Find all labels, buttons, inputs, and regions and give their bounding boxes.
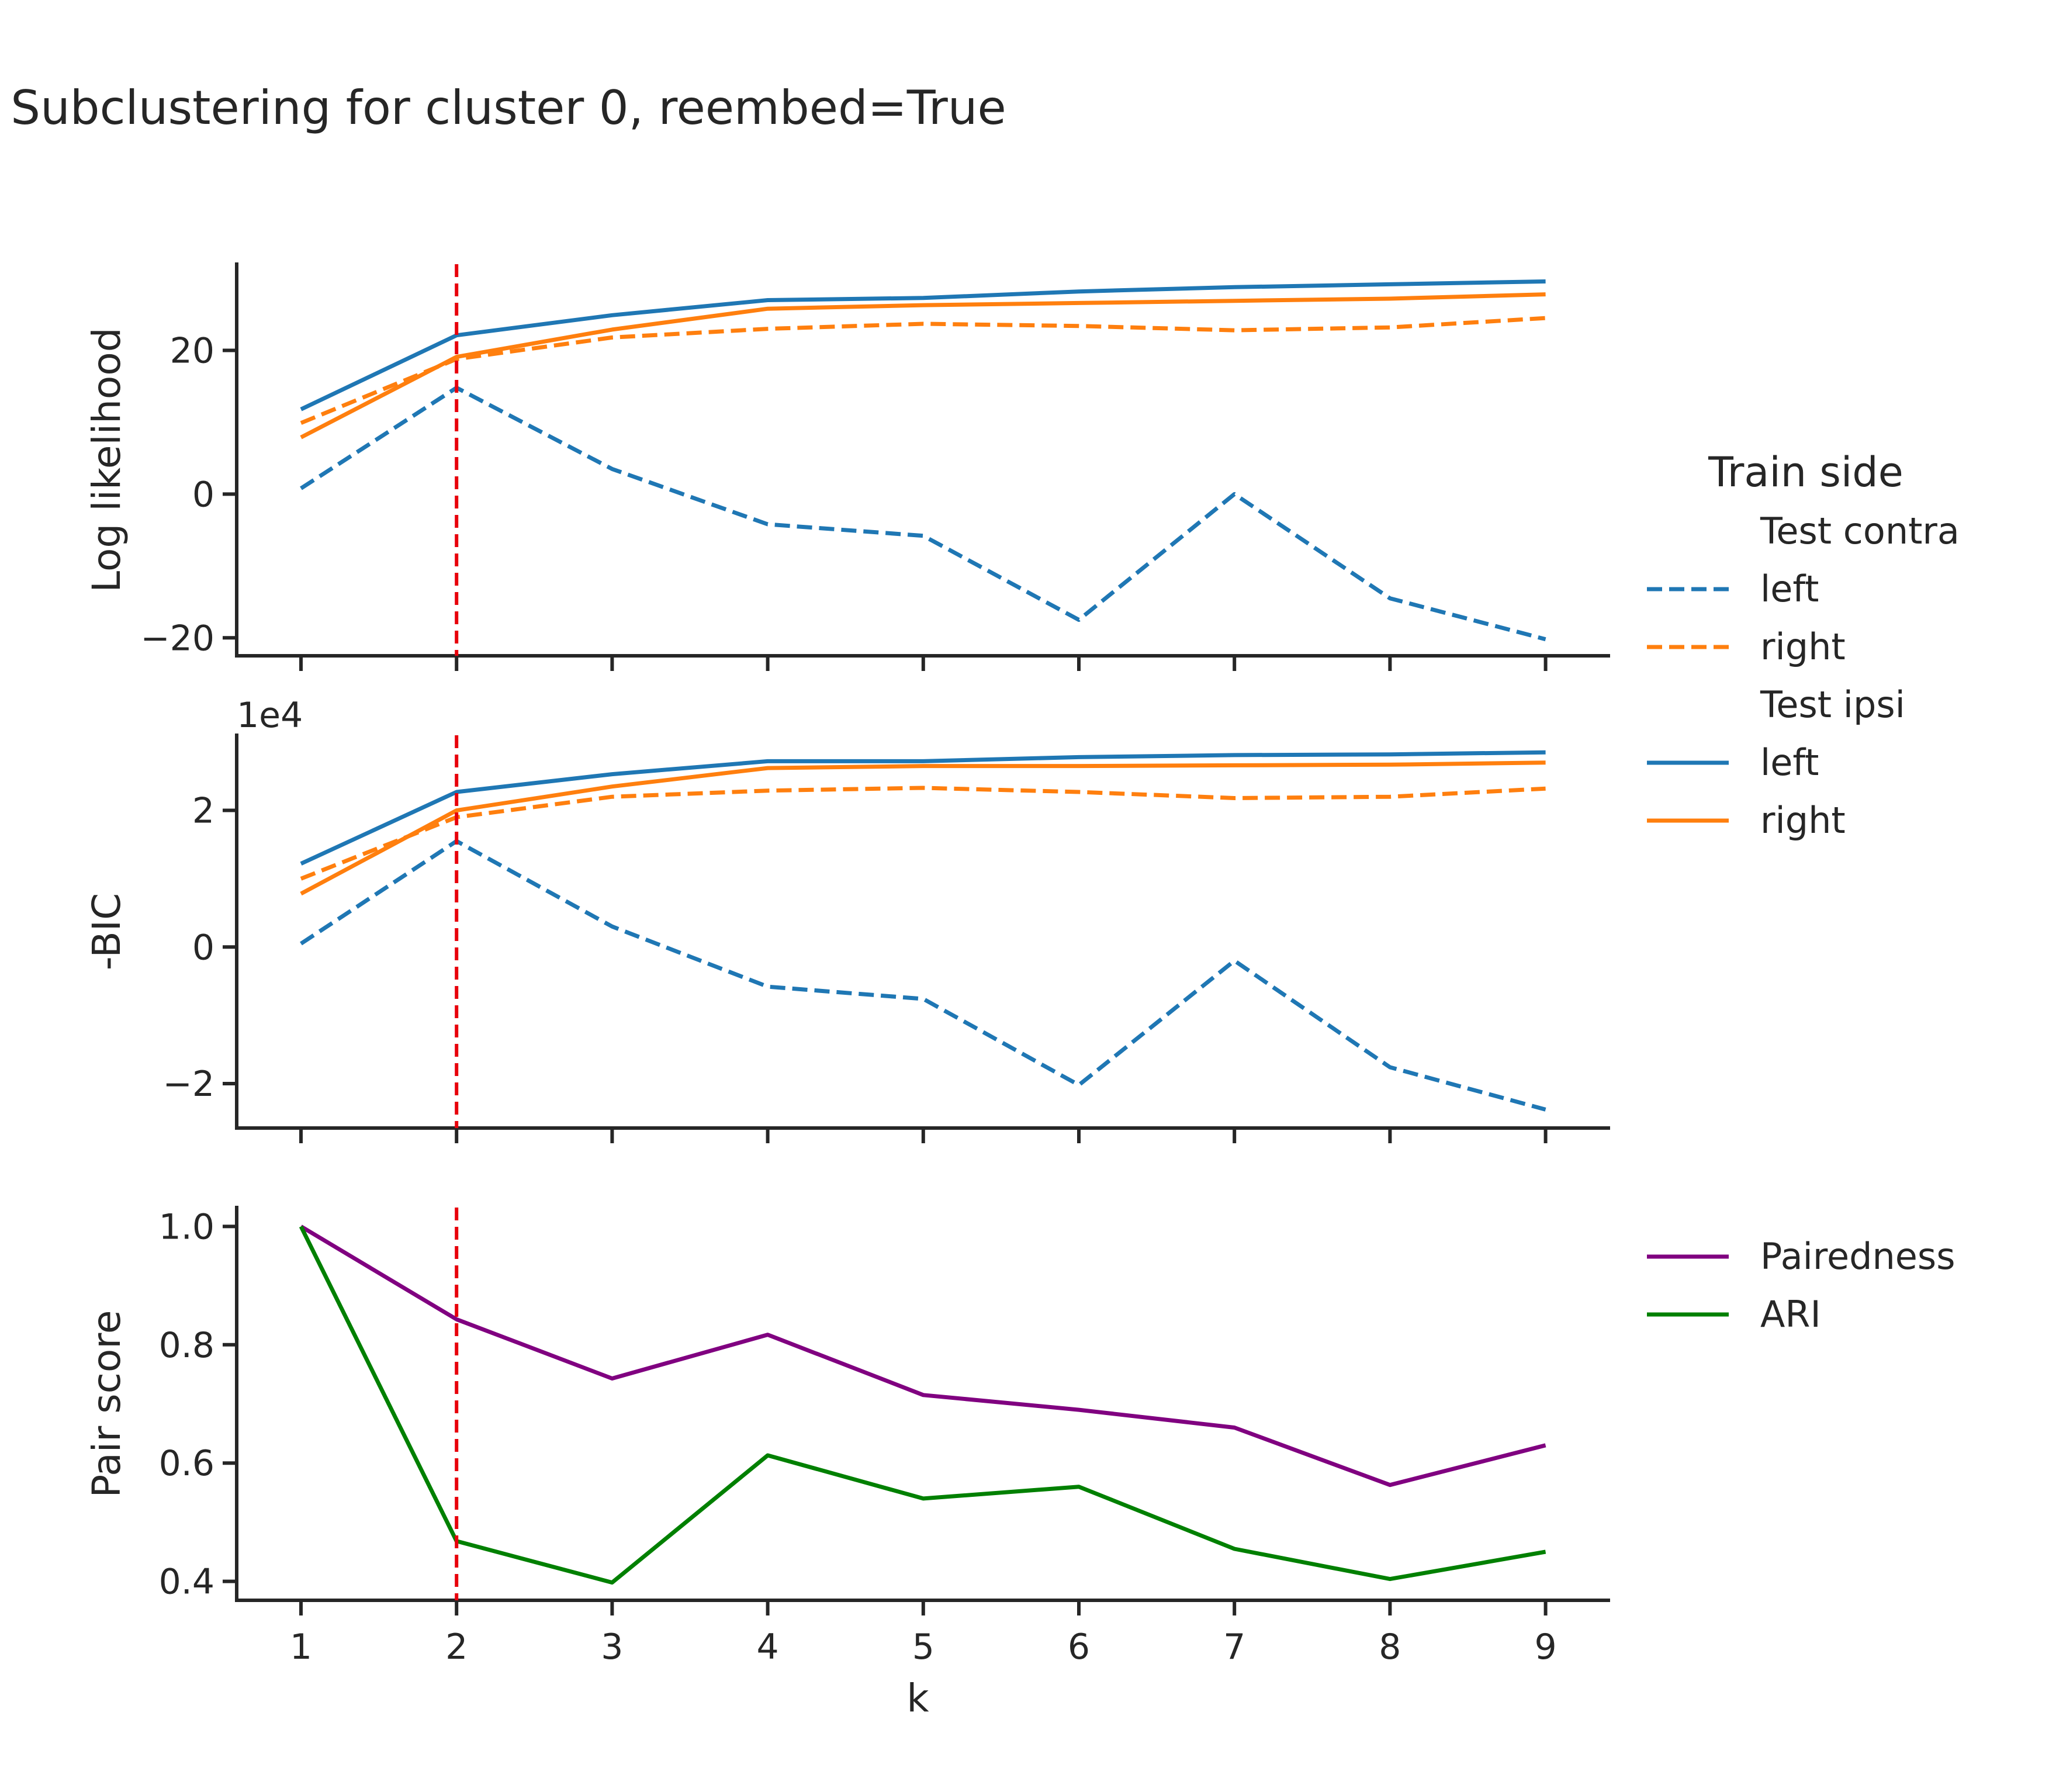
y-offset-label: 1e4: [237, 695, 303, 736]
series-test-ipsi-right-line: [300, 760, 1546, 896]
series-pairedness-line: [300, 1224, 1546, 1487]
y-tick-label: 0: [192, 474, 214, 515]
y-axis-label: Log likelihood: [84, 327, 129, 592]
series-test-ipsi-left-line: [300, 279, 1546, 411]
legend-pair-score: Pairedness ARI: [1647, 1235, 1955, 1336]
legend-entry-label: ARI: [1760, 1293, 1821, 1336]
y-axis-label: Pair score: [84, 1310, 129, 1497]
x-tick-label: 8: [1379, 1627, 1401, 1668]
x-tick-label: 1: [290, 1627, 312, 1668]
legend-group-heading: Test ipsi: [1760, 683, 1905, 726]
legend-entry-label: right: [1760, 799, 1846, 842]
y-tick-label: 20: [170, 331, 214, 372]
chart-title: Subclustering for cluster 0, reembed=Tru…: [11, 81, 1006, 135]
y-tick-label: 1.0: [159, 1206, 214, 1247]
legend-entry-label: left: [1760, 568, 1819, 610]
series-test-contra-left-line: [300, 385, 1546, 642]
y-axis-label: -BIC: [84, 893, 129, 970]
y-tick-label: 0: [192, 927, 214, 968]
series-test-contra-left-line: [300, 839, 1546, 1112]
legend-entry-label: Pairedness: [1760, 1235, 1955, 1278]
x-tick-label: 5: [912, 1627, 934, 1668]
y-tick-label: 2: [192, 791, 214, 832]
panel-pair-score: 0.4 0.6 0.8 1.0 1 2 3 4 5 6 7 8 9 Pair score k: [84, 1206, 1610, 1721]
x-tick-label: 6: [1068, 1627, 1090, 1668]
series-ari-line: [299, 1225, 1546, 1585]
x-tick-label: 4: [757, 1627, 779, 1668]
x-tick-label: 2: [445, 1627, 468, 1668]
series-test-ipsi-left-line: [300, 750, 1546, 866]
x-tick-label: 9: [1535, 1627, 1557, 1668]
legend-title: Train side: [1708, 448, 1903, 496]
x-tick-label: 3: [601, 1627, 623, 1668]
legend-train-side: Train side Test contra left right Test ipsi…: [1647, 448, 1960, 842]
legend-entry-label: right: [1760, 625, 1846, 668]
y-tick-label: 0.8: [159, 1325, 214, 1366]
series-test-ipsi-right-line: [300, 292, 1546, 440]
panel-log-likelihood: −20 0 20 Log likelihood: [84, 262, 1610, 671]
y-tick-label: −20: [140, 618, 214, 659]
panel-neg-bic: −2 0 2 -BIC 1e4: [84, 695, 1610, 1143]
x-tick-label: 7: [1223, 1627, 1245, 1668]
y-tick-label: 0.4: [159, 1562, 214, 1603]
y-tick-label: 0.6: [159, 1443, 214, 1484]
series-test-contra-right-line: [300, 786, 1546, 881]
x-axis-label: k: [906, 1676, 929, 1721]
legend-group-heading: Test contra: [1760, 510, 1960, 552]
series-test-contra-right-line: [300, 316, 1546, 425]
legend-entry-label: left: [1760, 741, 1819, 784]
y-tick-label: −2: [163, 1064, 214, 1105]
